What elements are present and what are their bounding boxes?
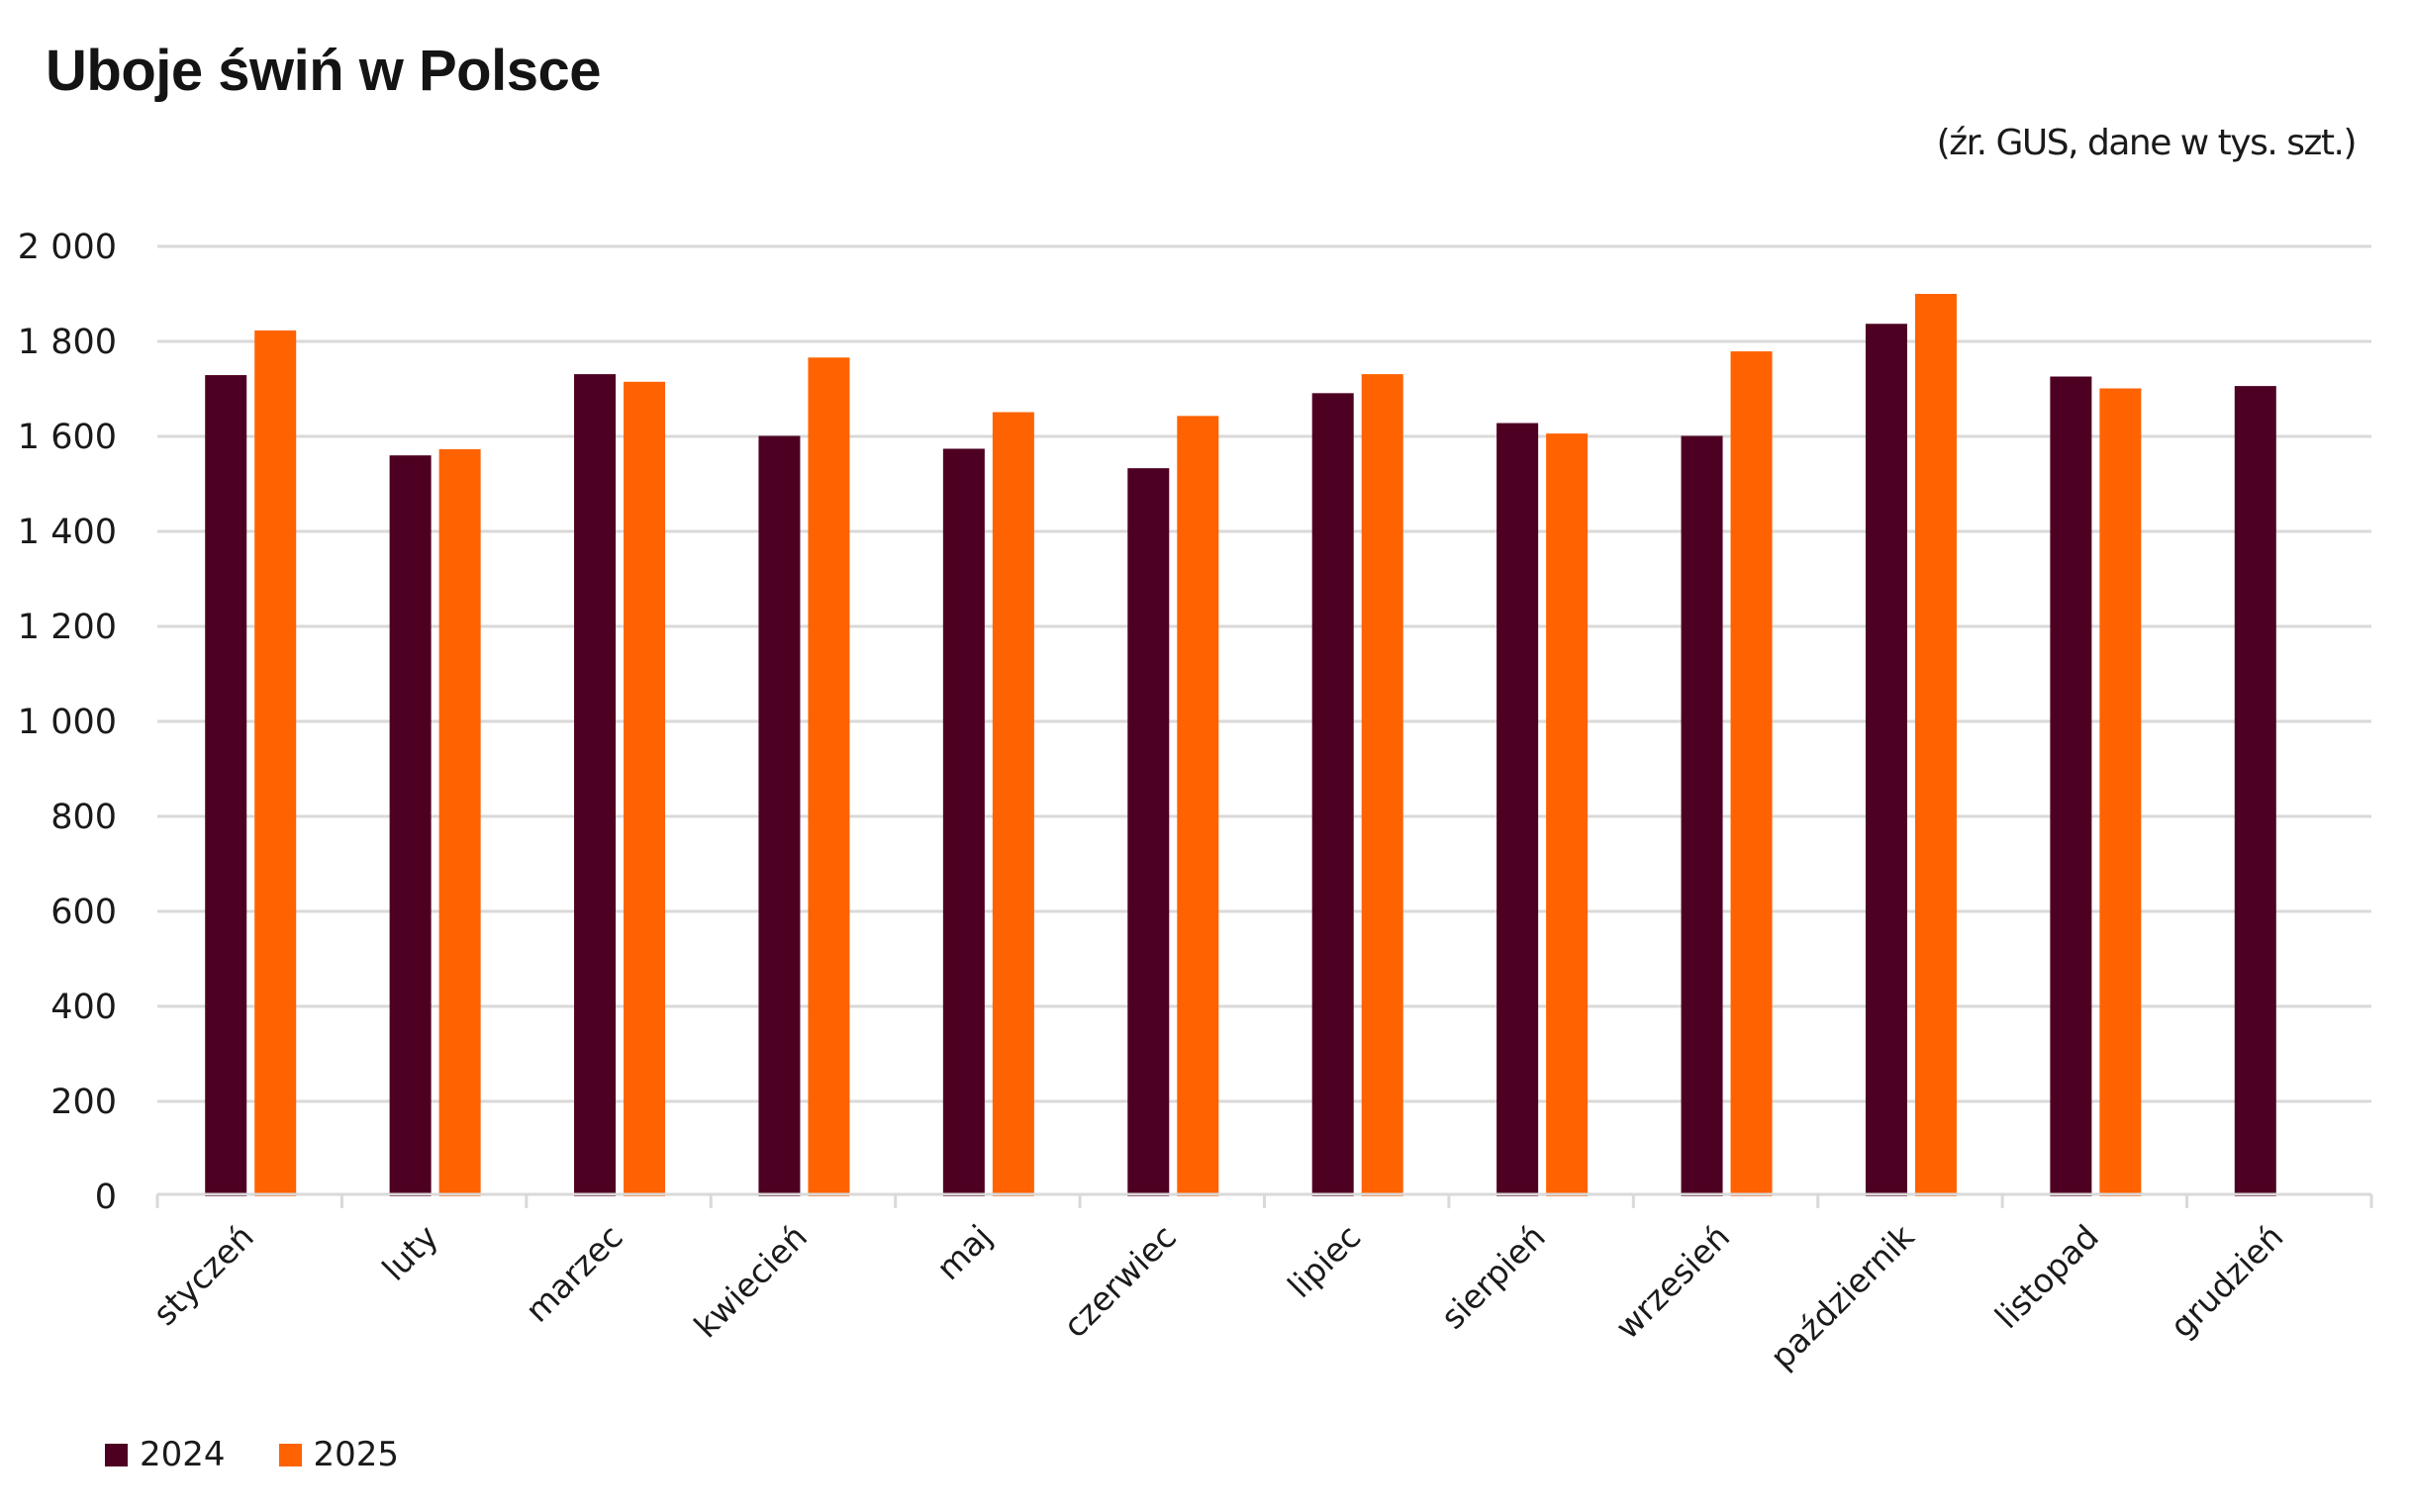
bar-2024-2 [574,374,617,1196]
x-category-label: marzec [518,1217,630,1330]
y-tick-label: 400 [50,988,117,1027]
x-category-label: sierpień [1433,1217,1553,1337]
bar-2024-4 [942,448,985,1197]
chart-subtitle-source: (źr. GUS, dane w tys. szt.) [1936,123,2358,163]
bar-2024-9 [1865,324,1907,1196]
x-axis [155,1192,2373,1208]
x-category-label: wrzesień [1608,1217,1738,1347]
bar-2024-10 [2050,376,2092,1196]
bar-2025-1 [438,448,481,1197]
x-category-label: luty [374,1217,445,1288]
legend-item-2025: 2025 [278,1435,400,1474]
bar-2025-9 [1914,294,1957,1196]
bar-2024-8 [1681,435,1723,1196]
y-tick-label: 1 600 [18,418,117,457]
gridlines [157,244,2371,1103]
legend-item-2024: 2024 [105,1435,226,1474]
bar-2025-5 [1177,416,1219,1196]
x-category-label: maj [928,1217,999,1287]
legend-label-2025: 2025 [313,1435,400,1474]
x-axis-category-labels: styczeń luty marzec kwiecień maj czerwiec lipi… [145,1216,2291,1375]
bar-2024-0 [205,375,247,1197]
x-category-label: październik [1763,1216,1922,1375]
x-category-label: czerwiec [1056,1217,1184,1345]
x-category-label: styczeń [145,1217,261,1333]
legend-swatch-2024 [105,1443,128,1466]
bar-2024-7 [1496,423,1539,1196]
bar-2024-3 [758,435,801,1196]
y-tick-label: 1 800 [18,323,117,362]
legend-swatch-2025 [278,1443,302,1466]
y-tick-label: 2 000 [18,228,117,267]
x-category-label: kwiecień [687,1217,815,1345]
bar-2025-3 [808,357,850,1196]
bar-2025-4 [992,412,1034,1196]
x-category-label: grudzień [2163,1217,2290,1345]
y-tick-label: 600 [50,893,117,932]
bar-2025-6 [1361,374,1403,1196]
bar-2025-7 [1546,433,1589,1196]
bar-2024-11 [2234,386,2276,1196]
bar-2025-0 [254,330,297,1197]
legend-label-2024: 2024 [140,1435,226,1474]
bars [205,294,2276,1197]
y-tick-label: 1 200 [18,608,117,647]
bar-2024-6 [1311,393,1354,1196]
y-tick-label: 200 [50,1083,117,1122]
x-category-label: lipiec [1280,1217,1368,1305]
y-tick-label: 1 000 [18,703,117,742]
y-tick-label: 0 [95,1178,117,1217]
legend: 2024 2025 [105,1435,452,1474]
bar-2024-1 [389,455,432,1196]
y-tick-label: 800 [50,798,117,837]
bar-2024-5 [1127,468,1170,1196]
chart-title: Uboje świń w Polsce [46,39,601,103]
bar-2025-10 [2099,388,2142,1196]
y-tick-label: 1 400 [18,513,117,552]
x-category-label: listopad [1987,1217,2106,1336]
bar-2025-2 [624,381,666,1196]
bar-2025-8 [1730,351,1773,1197]
y-axis-tick-labels: 0 200 400 600 800 1 000 1 200 1 400 1 600 1 800 2 … [18,228,117,1217]
